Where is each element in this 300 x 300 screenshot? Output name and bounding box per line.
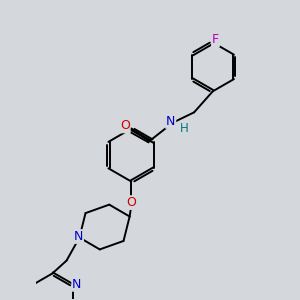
Text: F: F xyxy=(212,33,219,46)
Text: N: N xyxy=(166,115,175,128)
Text: O: O xyxy=(120,119,130,132)
Text: O: O xyxy=(126,196,136,209)
Text: N: N xyxy=(74,230,83,243)
Text: N: N xyxy=(72,278,82,291)
Text: H: H xyxy=(180,122,188,135)
